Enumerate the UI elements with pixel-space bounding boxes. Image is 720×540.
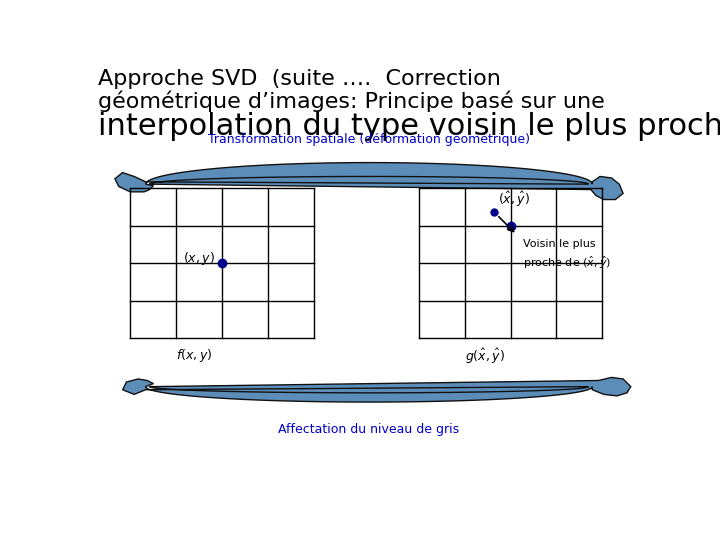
Text: Transformation spatiale (déformation géométrique): Transformation spatiale (déformation géo…: [208, 132, 530, 146]
Text: Approche SVD  (suite ….  Correction: Approche SVD (suite …. Correction: [98, 69, 501, 89]
Text: Affectation du niveau de gris: Affectation du niveau de gris: [279, 423, 459, 436]
Polygon shape: [115, 163, 623, 200]
Text: géométrique d’images: Principe basé sur une: géométrique d’images: Principe basé sur …: [98, 90, 605, 112]
Text: $(\hat{x},\hat{y})$: $(\hat{x},\hat{y})$: [498, 190, 530, 208]
Text: $(x,y)$: $(x,y)$: [184, 250, 215, 267]
Text: $f(x,y)$: $f(x,y)$: [176, 347, 212, 365]
Text: $g(\hat{x},\hat{y})$: $g(\hat{x},\hat{y})$: [465, 347, 505, 367]
Polygon shape: [122, 377, 631, 402]
Text: interpolation du type voisin le plus proche: interpolation du type voisin le plus pro…: [98, 112, 720, 141]
Text: Voisin le plus
proche de $(\hat{x},\hat{y})$: Voisin le plus proche de $(\hat{x},\hat{…: [523, 239, 611, 271]
